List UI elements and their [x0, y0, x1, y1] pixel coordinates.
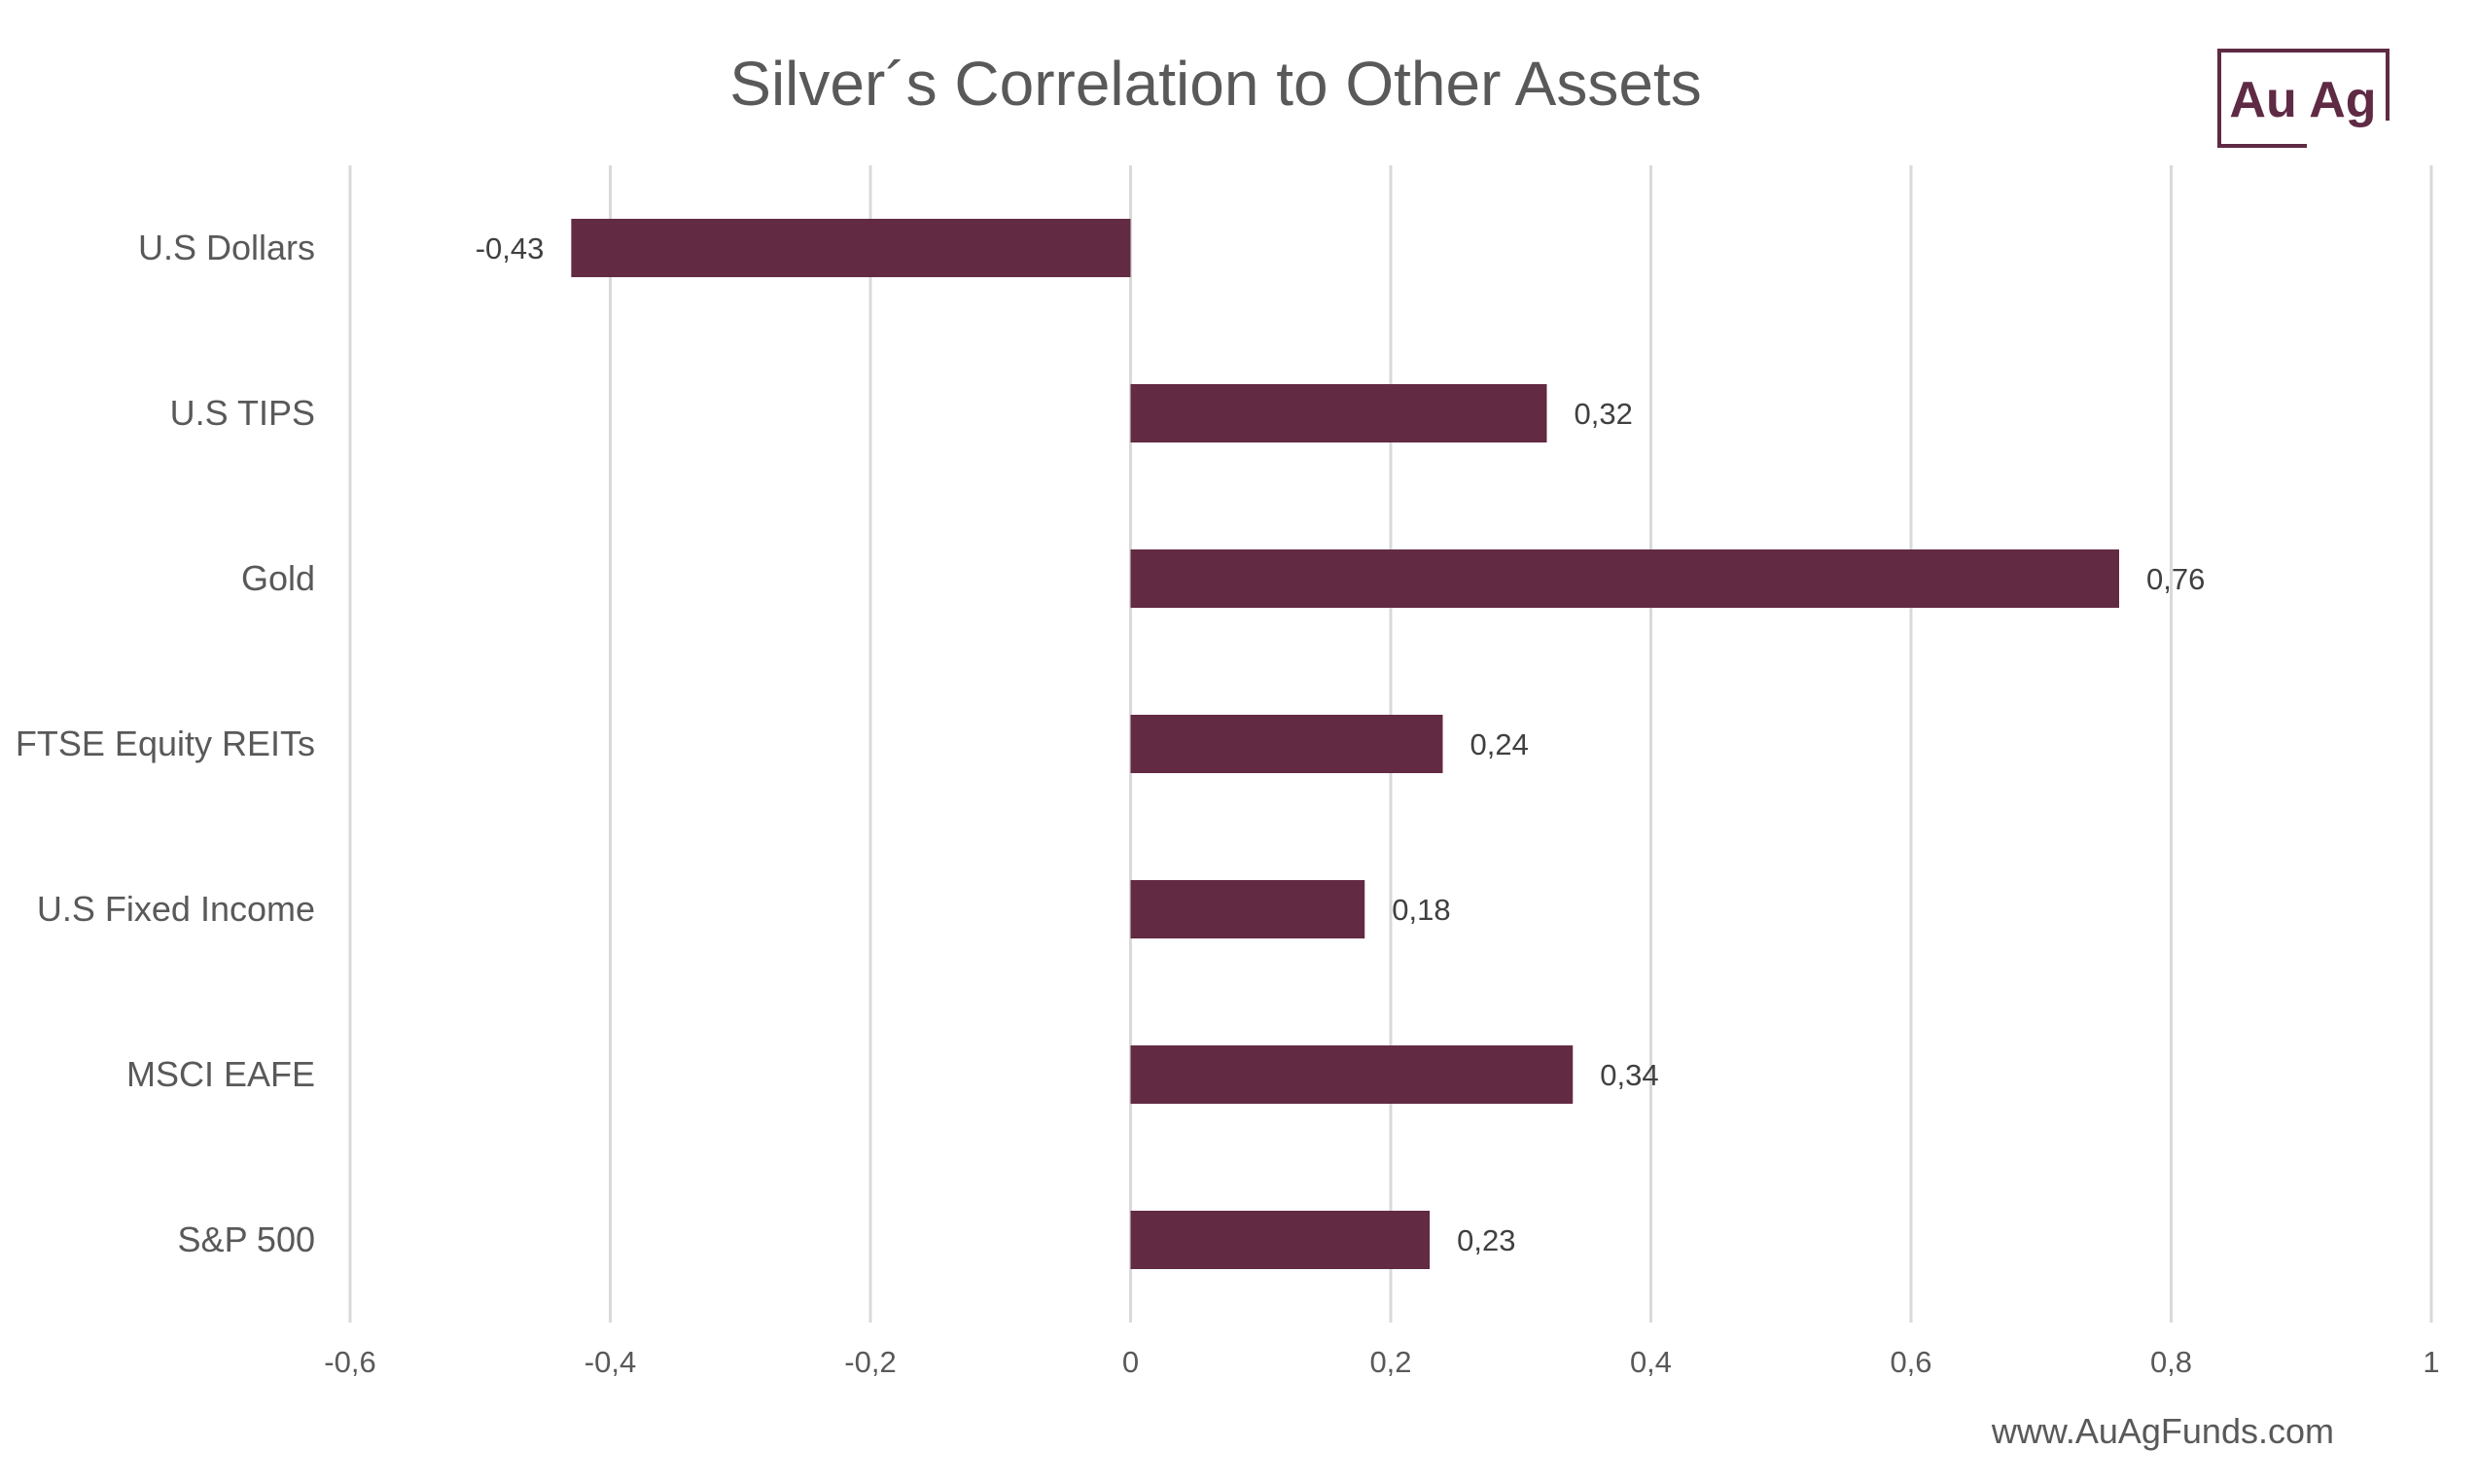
x-tick-label: 0,4 — [1630, 1345, 1672, 1379]
bar — [1130, 1045, 1574, 1104]
bar — [1130, 715, 1443, 773]
data-label: -0,43 — [476, 231, 545, 265]
data-label: 0,32 — [1575, 397, 1633, 431]
logo-text: Au Ag — [2229, 72, 2376, 128]
category-label: FTSE Equity REITs — [16, 724, 315, 763]
data-label: 0,18 — [1392, 893, 1450, 927]
category-label: U.S Fixed Income — [37, 889, 315, 929]
x-tick-labels: -0,6 -0,4 -0,2 0 0,2 0,4 0,6 0,8 1 — [324, 1345, 2439, 1379]
data-labels: -0,43 0,32 0,76 0,24 0,18 0,34 0,23 — [476, 231, 2206, 1257]
x-tick-label: 1 — [2423, 1345, 2439, 1379]
logo: Au Ag — [2217, 49, 2390, 148]
x-tick-label: -0,2 — [844, 1345, 896, 1379]
logo-frame-left — [2217, 49, 2307, 148]
footer-url: www.AuAgFunds.com — [1991, 1411, 2334, 1451]
category-label: MSCI EAFE — [126, 1054, 315, 1094]
chart-title: Silver´s Correlation to Other Assets — [729, 49, 1701, 119]
x-tick-label: 0 — [1122, 1345, 1139, 1379]
data-label: 0,34 — [1600, 1058, 1658, 1092]
data-label: 0,23 — [1457, 1223, 1515, 1257]
logo-frame-right — [2307, 49, 2390, 121]
category-label: U.S TIPS — [170, 393, 315, 433]
bar — [1130, 1211, 1431, 1269]
bar — [1130, 384, 1547, 442]
x-tick-label: 0,2 — [1369, 1345, 1411, 1379]
category-label: S&P 500 — [178, 1219, 315, 1259]
data-label: 0,24 — [1470, 727, 1529, 761]
bar — [1130, 880, 1365, 938]
x-tick-label: 0,8 — [2150, 1345, 2192, 1379]
data-label: 0,76 — [2146, 562, 2205, 596]
category-labels: U.S Dollars U.S TIPS Gold FTSE Equity REITs… — [16, 228, 315, 1259]
bar — [1130, 549, 2119, 608]
bar — [571, 219, 1131, 277]
category-label: Gold — [241, 558, 315, 598]
category-label: U.S Dollars — [138, 228, 315, 267]
x-tick-label: -0,6 — [324, 1345, 375, 1379]
x-tick-label: -0,4 — [584, 1345, 636, 1379]
bars — [571, 219, 2119, 1269]
x-tick-label: 0,6 — [1890, 1345, 1931, 1379]
